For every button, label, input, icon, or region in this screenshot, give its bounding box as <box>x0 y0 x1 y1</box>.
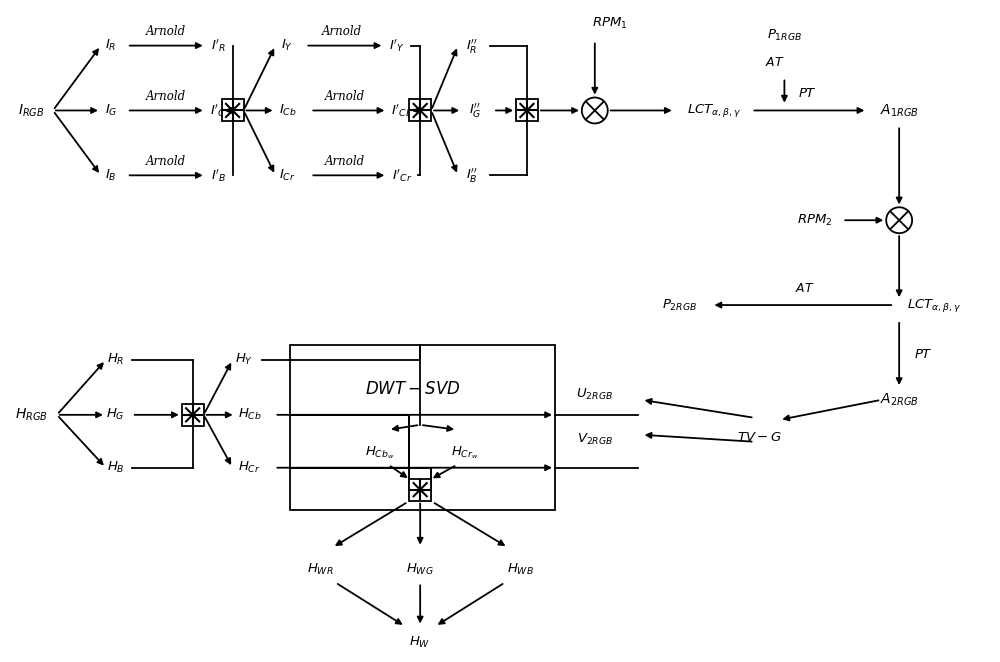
Bar <box>290 345 555 510</box>
Text: $H_{WR}$: $H_{WR}$ <box>307 562 334 577</box>
Text: $I_B$: $I_B$ <box>105 167 117 183</box>
Text: $I_Y$: $I_Y$ <box>281 38 294 53</box>
Text: $H_G$: $H_G$ <box>106 407 125 422</box>
Text: $I'_R$: $I'_R$ <box>211 37 226 54</box>
Text: $AT$: $AT$ <box>765 56 784 69</box>
Text: $I'_{Cr}$: $I'_{Cr}$ <box>392 167 412 183</box>
Text: Arnold: Arnold <box>325 90 365 103</box>
Text: $I'_G$: $I'_G$ <box>210 102 227 118</box>
Bar <box>516 99 538 121</box>
Text: $I'_Y$: $I'_Y$ <box>389 37 405 54</box>
Circle shape <box>886 207 912 233</box>
Bar <box>409 99 431 121</box>
Text: Arnold: Arnold <box>146 90 186 103</box>
Text: $I'_B$: $I'_B$ <box>211 167 226 183</box>
Text: $U_{2RGB}$: $U_{2RGB}$ <box>576 387 613 402</box>
Circle shape <box>582 97 608 123</box>
Text: Arnold: Arnold <box>325 155 365 168</box>
Text: $TV-G$: $TV-G$ <box>737 431 782 444</box>
Text: $AT$: $AT$ <box>795 281 814 295</box>
Text: $LCT_{\alpha,\beta,\gamma}$: $LCT_{\alpha,\beta,\gamma}$ <box>907 297 961 314</box>
Text: $H_{WB}$: $H_{WB}$ <box>507 562 533 577</box>
Text: $I_G$: $I_G$ <box>105 103 117 118</box>
Text: Arnold: Arnold <box>146 155 186 168</box>
Text: $V_{2RGB}$: $V_{2RGB}$ <box>577 432 613 448</box>
Text: $H_{Cr_w}$: $H_{Cr_w}$ <box>451 444 479 461</box>
Text: $H_{Cr}$: $H_{Cr}$ <box>238 460 261 475</box>
Text: $I_{Cr}$: $I_{Cr}$ <box>279 167 296 183</box>
Text: $RPM_2$: $RPM_2$ <box>797 213 832 228</box>
Text: $RPM_1$: $RPM_1$ <box>592 16 628 31</box>
Text: $I_{Cb}$: $I_{Cb}$ <box>279 103 296 118</box>
Text: Arnold: Arnold <box>322 25 362 38</box>
Bar <box>409 479 431 500</box>
Text: $DWT-SVD$: $DWT-SVD$ <box>365 381 461 399</box>
Text: $P_{1RGB}$: $P_{1RGB}$ <box>767 28 802 43</box>
Text: $H_{Cb_w}$: $H_{Cb_w}$ <box>365 444 395 461</box>
Text: $I'_{Cb}$: $I'_{Cb}$ <box>391 102 413 118</box>
Text: $I_{RGB}$: $I_{RGB}$ <box>18 102 44 118</box>
Text: $P_{2RGB}$: $P_{2RGB}$ <box>662 297 697 312</box>
Text: $H_{RGB}$: $H_{RGB}$ <box>15 406 47 423</box>
Bar <box>222 99 244 121</box>
Text: $I^{\prime\prime}_G$: $I^{\prime\prime}_G$ <box>469 101 481 119</box>
Bar <box>182 404 204 426</box>
Text: $I_R$: $I_R$ <box>105 38 117 53</box>
Text: $H_{WG}$: $H_{WG}$ <box>406 562 434 577</box>
Text: $H_Y$: $H_Y$ <box>235 352 254 367</box>
Text: $A_{2RGB}$: $A_{2RGB}$ <box>880 392 919 408</box>
Text: $A_{1RGB}$: $A_{1RGB}$ <box>880 102 919 118</box>
Text: $I^{\prime\prime}_B$: $I^{\prime\prime}_B$ <box>466 166 478 184</box>
Text: $I^{\prime\prime}_R$: $I^{\prime\prime}_R$ <box>466 36 478 54</box>
Text: $H_{Cb}$: $H_{Cb}$ <box>238 407 261 422</box>
Text: $H_B$: $H_B$ <box>107 460 125 475</box>
Text: $PT$: $PT$ <box>798 87 817 100</box>
Text: $LCT_{\alpha,\beta,\gamma}$: $LCT_{\alpha,\beta,\gamma}$ <box>687 102 742 119</box>
Text: $PT$: $PT$ <box>914 348 933 361</box>
Text: Arnold: Arnold <box>146 25 186 38</box>
Text: $H_R$: $H_R$ <box>107 352 125 367</box>
Text: $H_W$: $H_W$ <box>409 635 431 650</box>
